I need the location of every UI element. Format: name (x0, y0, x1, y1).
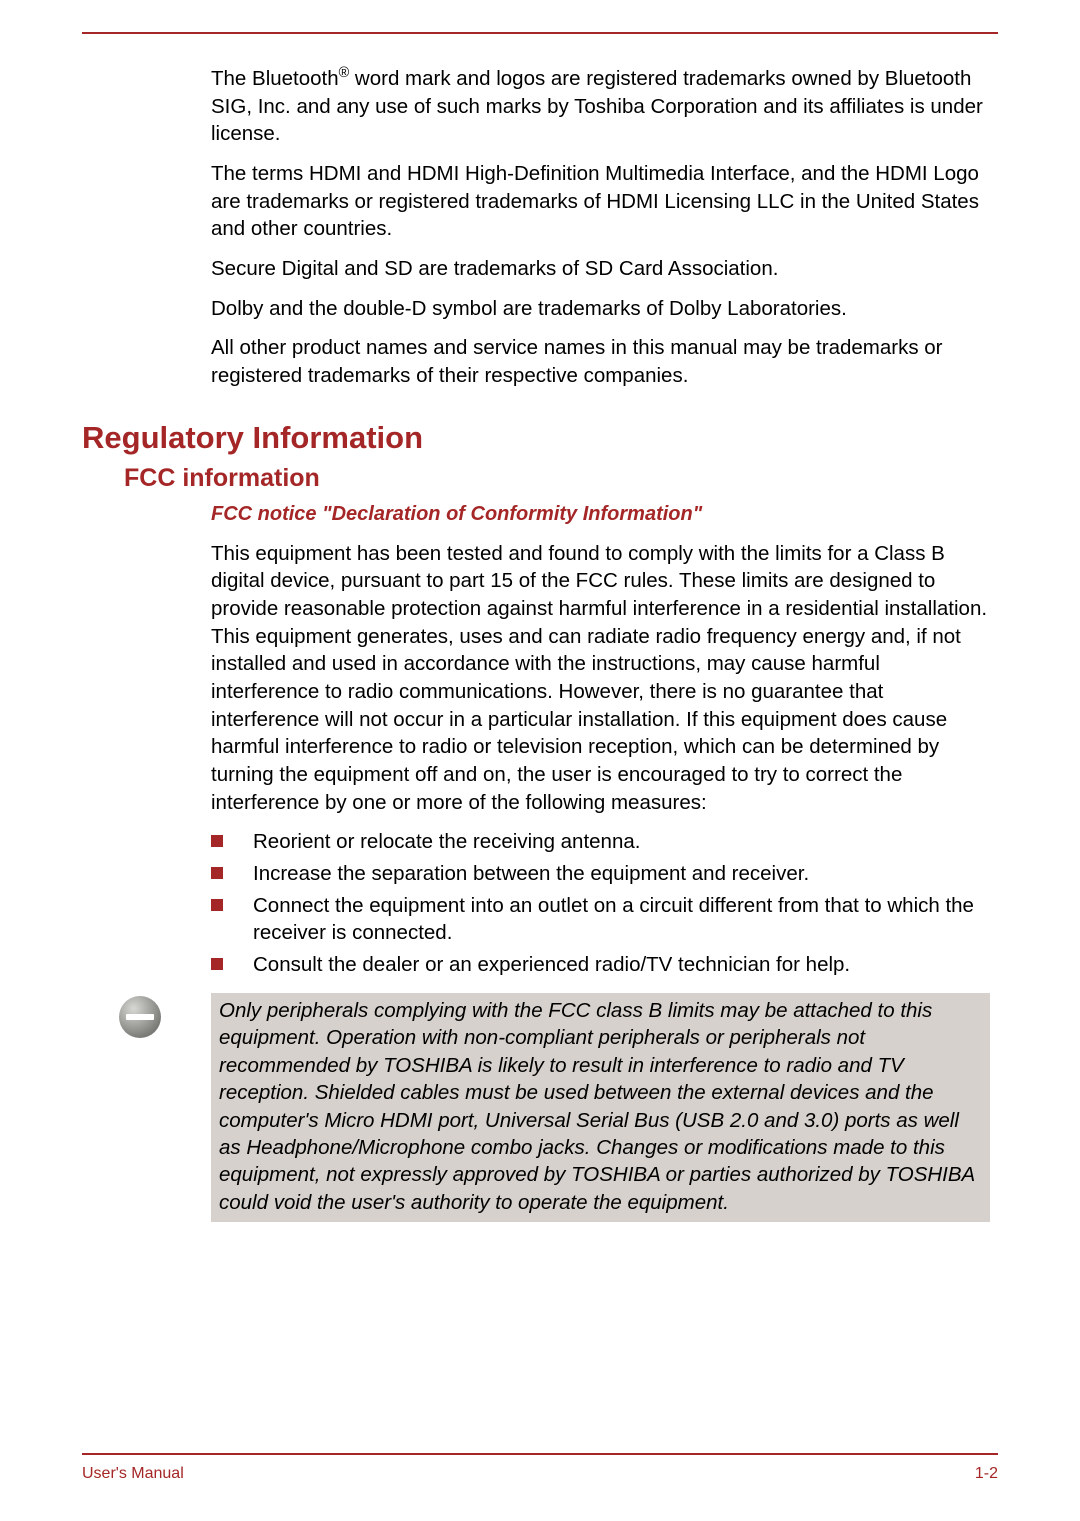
bullet-square-icon (211, 835, 223, 847)
paragraph: The terms HDMI and HDMI High-Definition … (211, 160, 990, 243)
list-item: Reorient or relocate the receiving anten… (211, 828, 990, 856)
paragraph: The Bluetooth® word mark and logos are r… (211, 64, 990, 148)
header-rule (82, 32, 998, 34)
footer-page-number: 1-2 (975, 1465, 998, 1483)
prohibit-icon (118, 995, 162, 1039)
list-item-text: Connect the equipment into an outlet on … (253, 892, 990, 947)
measures-list: Reorient or relocate the receiving anten… (211, 828, 990, 978)
bullet-square-icon (211, 867, 223, 879)
page-footer: User's Manual 1-2 (82, 1453, 998, 1483)
bullet-square-icon (211, 899, 223, 911)
list-item-text: Consult the dealer or an experienced rad… (253, 951, 990, 979)
list-item-text: Increase the separation between the equi… (253, 860, 990, 888)
footer-manual-label: User's Manual (82, 1465, 184, 1483)
heading-fcc-notice: FCC notice "Declaration of Conformity In… (211, 503, 998, 526)
trademark-section: The Bluetooth® word mark and logos are r… (211, 64, 990, 390)
heading-fcc-information: FCC information (124, 464, 998, 493)
note-block: Only peripherals complying with the FCC … (82, 993, 990, 1223)
bullet-square-icon (211, 958, 223, 970)
list-item-text: Reorient or relocate the receiving anten… (253, 828, 990, 856)
list-item: Connect the equipment into an outlet on … (211, 892, 990, 947)
heading-regulatory-information: Regulatory Information (82, 420, 998, 456)
note-text: Only peripherals complying with the FCC … (211, 993, 990, 1223)
footer-rule (82, 1453, 998, 1455)
fcc-section: This equipment has been tested and found… (211, 540, 990, 817)
paragraph: Secure Digital and SD are trademarks of … (211, 255, 990, 283)
paragraph: This equipment has been tested and found… (211, 540, 990, 817)
list-item: Increase the separation between the equi… (211, 860, 990, 888)
list-item: Consult the dealer or an experienced rad… (211, 951, 990, 979)
paragraph: All other product names and service name… (211, 334, 990, 389)
paragraph: Dolby and the double-D symbol are tradem… (211, 295, 990, 323)
